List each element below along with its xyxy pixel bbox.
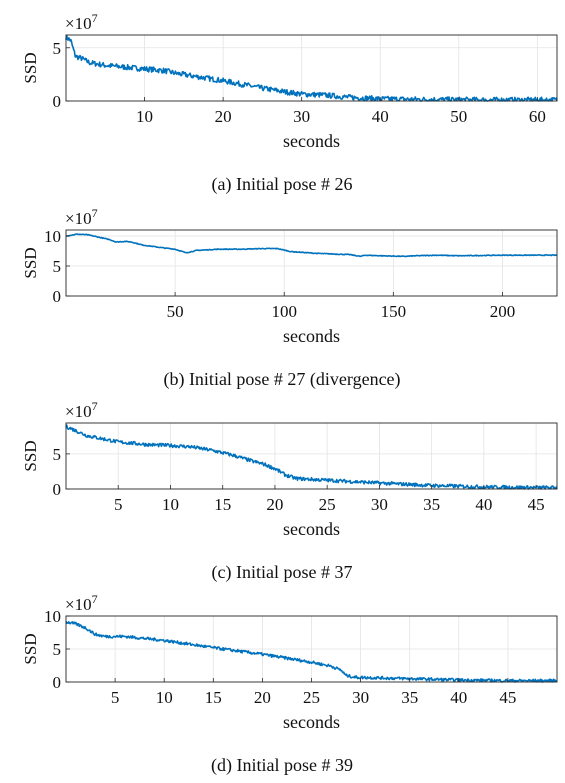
y-multiplier-base: ×10 [65,402,92,421]
chart-panel-b: 50 100 150 200 0 5 10×107 SSD seconds (b) Initial… [21,206,558,390]
y-tick-label: 10 [44,227,61,246]
chart-panel-c: 5 10 15 20 25 30 35 40 45 0 5 ×107 SSD seconds (c) Ini… [21,399,558,583]
y-axis-label: SSD [21,633,40,664]
x-tick-label: 50 [450,107,467,126]
x-axis-label: seconds [283,712,340,732]
y-tick-label: 5 [53,257,62,276]
y-tick-label: 0 [53,673,62,692]
x-tick-label: 20 [266,495,283,514]
y-tick-label: 5 [53,39,62,58]
x-tick-label: 60 [529,107,546,126]
plot-area [66,230,557,296]
y-multiplier: ×107 [65,206,98,228]
y-tick-label: 10 [44,607,61,626]
y-multiplier-base: ×10 [65,14,92,33]
plot-area [66,35,557,101]
y-multiplier-exponent: 7 [92,399,98,413]
x-tick-label: 200 [490,302,516,321]
x-tick-label: 35 [401,688,418,707]
x-tick-label: 40 [450,688,467,707]
series-line-0 [65,424,558,490]
y-axis-label: SSD [21,247,40,278]
x-tick-label: 15 [214,495,231,514]
y-tick-label: 5 [53,445,62,464]
x-tick-label: 5 [114,495,123,514]
y-tick-label: 5 [53,640,62,659]
y-tick-label: 0 [53,480,62,499]
axes-frame [65,34,558,102]
y-multiplier: ×107 [65,399,98,421]
x-tick-label: 100 [271,302,297,321]
axes-frame [65,229,558,297]
x-tick-label: 30 [371,495,388,514]
x-tick-label: 5 [111,688,120,707]
chart-caption: (b) Initial pose # 27 (divergence) [163,369,400,390]
y-tick-label: 0 [53,92,62,111]
y-multiplier-exponent: 7 [92,206,98,220]
y-multiplier-base: ×10 [65,595,92,614]
y-axis-label: SSD [21,52,40,83]
x-tick-label: 20 [215,107,232,126]
x-tick-label: 10 [162,495,179,514]
y-multiplier-base: ×10 [65,209,92,228]
x-tick-label: 15 [205,688,222,707]
x-tick-label: 45 [499,688,516,707]
x-tick-label: 10 [156,688,173,707]
x-tick-label: 40 [372,107,389,126]
chart-caption: (d) Initial pose # 39 [211,755,353,776]
series-line-0 [65,34,558,102]
series-line-0 [65,233,558,258]
x-tick-label: 10 [136,107,153,126]
x-axis-label: seconds [283,519,340,539]
chart-panel-a: 10 20 30 40 50 60 0 5×107 SSD seconds (a) Initial … [21,11,558,195]
y-tick-label: 0 [53,287,62,306]
x-tick-label: 40 [475,495,492,514]
x-tick-label: 25 [303,688,320,707]
x-tick-label: 35 [423,495,440,514]
chart-caption: (a) Initial pose # 26 [212,174,353,195]
y-axis-label: SSD [21,440,40,471]
axes-frame [65,422,558,490]
x-tick-label: 150 [381,302,407,321]
x-tick-label: 45 [528,495,545,514]
y-multiplier-exponent: 7 [92,592,98,606]
x-tick-label: 50 [167,302,184,321]
chart-caption: (c) Initial pose # 37 [212,562,353,583]
x-axis-label: seconds [283,326,340,346]
y-multiplier: ×107 [65,592,98,614]
x-axis-label: seconds [283,131,340,151]
series-line-0 [65,621,558,683]
y-multiplier: ×107 [65,11,98,33]
y-multiplier-exponent: 7 [92,11,98,25]
x-tick-label: 30 [293,107,310,126]
x-tick-label: 30 [352,688,369,707]
x-tick-label: 25 [319,495,336,514]
x-tick-label: 20 [254,688,271,707]
